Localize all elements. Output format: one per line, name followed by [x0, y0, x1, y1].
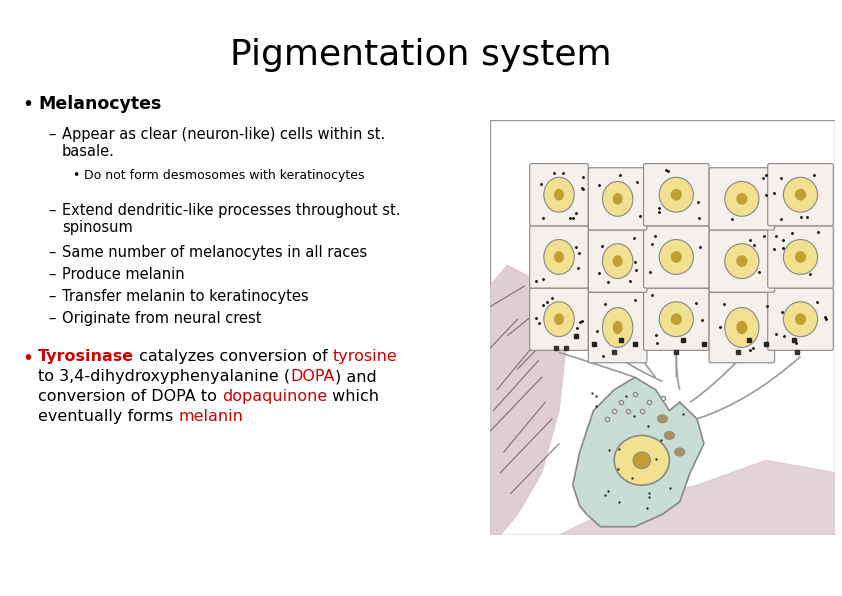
FancyBboxPatch shape — [589, 230, 647, 292]
FancyBboxPatch shape — [768, 226, 834, 288]
Text: which: which — [328, 389, 379, 404]
Text: Originate from neural crest: Originate from neural crest — [62, 311, 262, 326]
Polygon shape — [559, 460, 835, 535]
Text: eventually forms: eventually forms — [38, 409, 179, 424]
Ellipse shape — [736, 255, 748, 267]
Ellipse shape — [795, 251, 806, 263]
FancyBboxPatch shape — [530, 163, 589, 226]
FancyBboxPatch shape — [709, 230, 775, 292]
FancyBboxPatch shape — [709, 167, 775, 230]
Text: Melanin granules: Melanin granules — [612, 128, 708, 138]
Ellipse shape — [795, 313, 806, 325]
Ellipse shape — [671, 189, 682, 200]
Text: melanin: melanin — [179, 409, 243, 424]
Text: –: – — [48, 311, 56, 326]
FancyBboxPatch shape — [768, 288, 834, 350]
Text: •: • — [72, 169, 79, 182]
Ellipse shape — [614, 436, 669, 485]
Text: Do not form desmosomes with keratinocytes: Do not form desmosomes with keratinocyte… — [84, 169, 365, 182]
Ellipse shape — [544, 302, 574, 337]
Text: –: – — [48, 289, 56, 304]
Ellipse shape — [613, 255, 622, 267]
Text: dopaquinone: dopaquinone — [222, 389, 328, 404]
Ellipse shape — [659, 302, 693, 337]
Text: Developing melanin
granule: Developing melanin granule — [719, 128, 831, 150]
Ellipse shape — [725, 181, 759, 216]
FancyBboxPatch shape — [589, 292, 647, 363]
FancyBboxPatch shape — [643, 288, 709, 350]
Text: Pigmentation system: Pigmentation system — [230, 38, 612, 72]
FancyBboxPatch shape — [530, 288, 589, 350]
Text: Produce melanin: Produce melanin — [62, 267, 184, 282]
Ellipse shape — [603, 308, 633, 347]
Text: •: • — [22, 95, 33, 114]
Ellipse shape — [674, 448, 685, 456]
Text: catalyzes conversion of: catalyzes conversion of — [134, 349, 333, 364]
Text: ) and: ) and — [334, 369, 376, 384]
Ellipse shape — [783, 177, 818, 212]
FancyBboxPatch shape — [709, 292, 775, 363]
Text: –: – — [48, 127, 56, 142]
FancyBboxPatch shape — [643, 163, 709, 226]
Ellipse shape — [783, 240, 818, 274]
Ellipse shape — [725, 244, 759, 278]
Ellipse shape — [603, 244, 633, 278]
Text: –: – — [48, 267, 56, 282]
Text: to 3,4-dihydroxyphenyalanine (: to 3,4-dihydroxyphenyalanine ( — [38, 369, 290, 384]
Text: Tyrosinase: Tyrosinase — [38, 349, 134, 364]
Text: DOPA: DOPA — [290, 369, 334, 384]
Ellipse shape — [659, 240, 693, 274]
Text: Same number of melanocytes in all races: Same number of melanocytes in all races — [62, 245, 367, 260]
Ellipse shape — [664, 432, 674, 440]
Text: –: – — [48, 203, 56, 218]
FancyBboxPatch shape — [768, 163, 834, 226]
Text: •: • — [22, 349, 33, 368]
Text: Appear as clear (neuron-like) cells within st.
basale.: Appear as clear (neuron-like) cells with… — [62, 127, 386, 159]
Ellipse shape — [554, 251, 564, 263]
Ellipse shape — [554, 313, 564, 325]
Text: –: – — [48, 245, 56, 260]
Ellipse shape — [603, 181, 633, 216]
FancyBboxPatch shape — [530, 226, 589, 288]
FancyBboxPatch shape — [643, 226, 709, 288]
Text: Transfer melanin to keratinocytes: Transfer melanin to keratinocytes — [62, 289, 309, 304]
Ellipse shape — [671, 251, 682, 263]
Text: Extend dendritic-like processes throughout st.
spinosum: Extend dendritic-like processes througho… — [62, 203, 401, 235]
Ellipse shape — [671, 313, 682, 325]
Ellipse shape — [613, 321, 622, 334]
Ellipse shape — [736, 193, 748, 204]
Ellipse shape — [658, 415, 668, 423]
Text: Melanocytes: Melanocytes — [38, 95, 162, 113]
Ellipse shape — [736, 321, 748, 334]
Ellipse shape — [783, 302, 818, 337]
Text: conversion of DOPA to: conversion of DOPA to — [38, 389, 222, 404]
Ellipse shape — [554, 189, 564, 200]
Polygon shape — [573, 377, 704, 527]
Ellipse shape — [725, 308, 759, 347]
FancyBboxPatch shape — [589, 167, 647, 230]
Text: tyrosine: tyrosine — [333, 349, 397, 364]
Polygon shape — [490, 265, 566, 535]
Ellipse shape — [659, 177, 693, 212]
Ellipse shape — [544, 240, 574, 274]
Text: Budding melanin
granules: Budding melanin granules — [498, 128, 593, 150]
Ellipse shape — [613, 193, 622, 204]
Ellipse shape — [633, 452, 650, 468]
Ellipse shape — [795, 189, 806, 200]
Ellipse shape — [544, 177, 574, 212]
